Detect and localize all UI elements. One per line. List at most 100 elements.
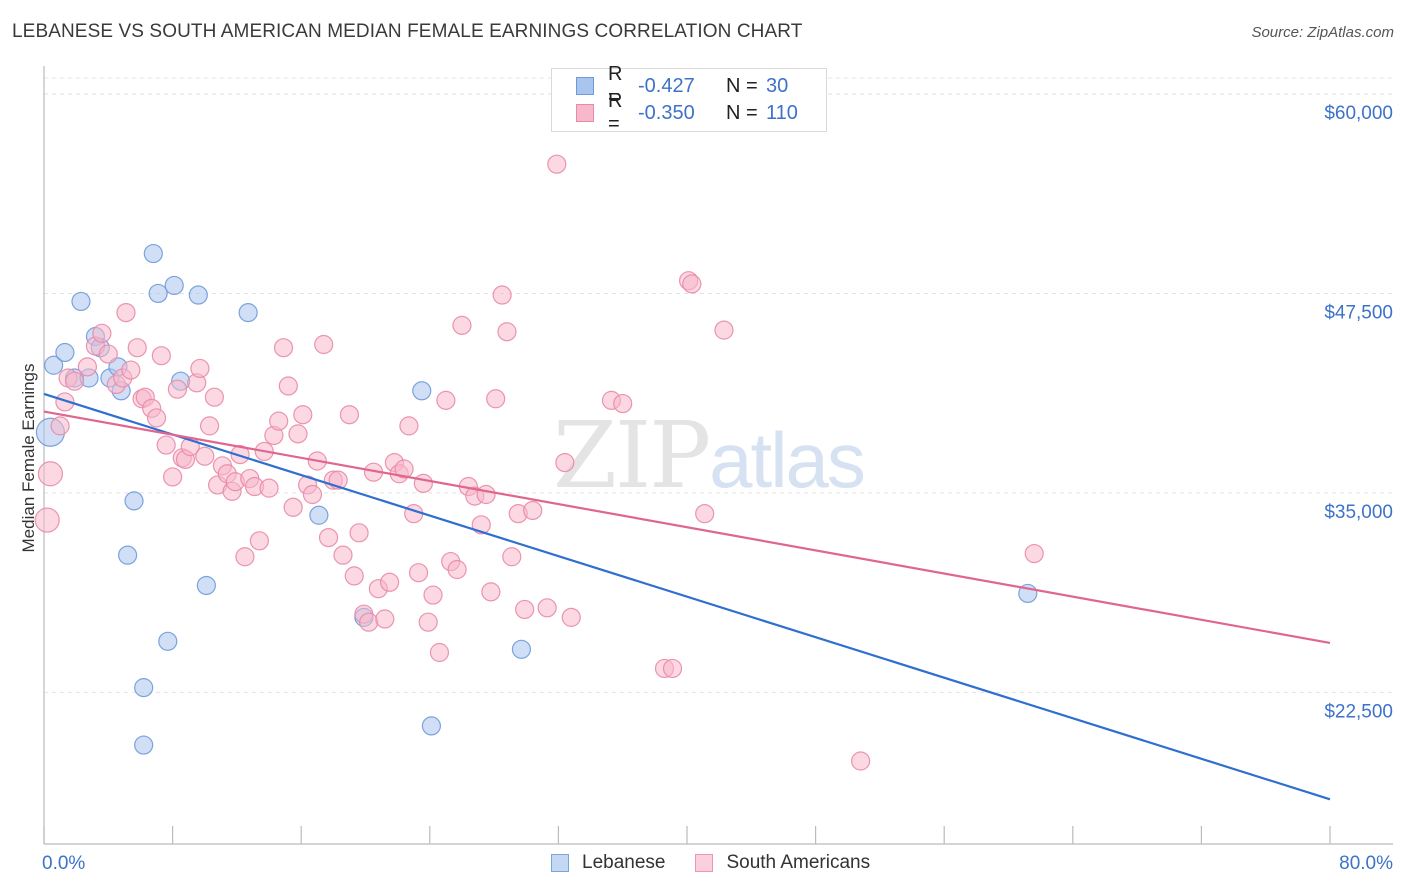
south-american-point <box>283 497 303 517</box>
south-american-point <box>288 424 308 444</box>
south-american-point <box>394 459 414 479</box>
south-american-point <box>359 612 379 632</box>
south-american-point <box>151 346 171 366</box>
y-tick-label: $35,000 <box>1324 502 1393 523</box>
y-tick-label: $47,500 <box>1324 302 1393 323</box>
south-american-point <box>423 585 443 605</box>
south-american-point <box>339 405 360 425</box>
watermark: ZIPatlas <box>553 402 866 509</box>
south-american-point <box>523 500 543 521</box>
r-value: -0.350 <box>638 101 695 124</box>
south-american-point <box>404 504 424 524</box>
n-value: 110 <box>766 101 798 124</box>
south-american-swatch <box>695 854 714 872</box>
south-american-points <box>34 154 1044 771</box>
south-american-point <box>481 582 501 602</box>
south-american-point <box>92 323 112 343</box>
south-american-point <box>714 320 734 340</box>
south-american-point <box>293 405 313 425</box>
lebanese-point <box>196 575 216 596</box>
south-american-point <box>561 607 581 627</box>
south-american-point <box>408 563 429 583</box>
south-american-point <box>199 416 220 436</box>
south-american-point <box>64 371 85 391</box>
south-american-point <box>314 334 334 355</box>
south-american-point <box>452 315 472 335</box>
lebanese-swatch <box>551 854 569 872</box>
legend-label-south-americans: South Americans <box>726 852 871 873</box>
legend-item-lebanese: Lebanese <box>551 852 665 874</box>
south-american-point <box>349 523 369 543</box>
lebanese-point <box>412 381 432 401</box>
south-american-swatch <box>576 104 594 122</box>
lebanese-point <box>164 275 184 296</box>
south-american-point <box>418 612 438 632</box>
tick-labels: $60,000 $47,500 $35,000 $22,500 <box>1324 103 1393 722</box>
south-american-point <box>273 338 294 358</box>
south-american-point <box>436 390 456 410</box>
legend-row-south-americans: R = -0.350 N = 110 <box>576 90 798 135</box>
lebanese-point <box>511 639 532 659</box>
south-american-point <box>77 357 98 377</box>
lebanese-point <box>188 285 208 305</box>
south-american-point <box>662 658 683 679</box>
lebanese-point <box>134 735 154 755</box>
south-american-point <box>537 598 557 618</box>
south-american-point <box>1024 543 1044 564</box>
lebanese-point <box>71 291 91 312</box>
r-value: -0.427 <box>638 74 695 97</box>
n-value: 30 <box>766 74 789 97</box>
south-american-point <box>230 445 250 465</box>
y-tick-label: $60,000 <box>1324 103 1393 124</box>
south-american-point <box>682 274 702 294</box>
lebanese-point <box>124 491 144 511</box>
south-american-point <box>167 379 188 399</box>
south-american-point <box>447 559 467 580</box>
south-american-point <box>37 461 64 487</box>
south-american-point <box>235 547 255 567</box>
south-american-point <box>156 435 176 455</box>
south-american-point <box>195 446 215 466</box>
south-american-point <box>190 358 210 379</box>
watermark-atlas: atlas <box>709 416 866 504</box>
lebanese-point <box>238 302 258 323</box>
south-american-point <box>492 285 512 305</box>
r-label: R = <box>608 63 623 108</box>
lebanese-trend-line <box>43 392 1331 801</box>
south-american-point <box>127 338 147 358</box>
lebanese-point <box>421 716 442 736</box>
south-american-point <box>547 154 567 174</box>
x-min-label: 0.0% <box>42 853 85 874</box>
lebanese-swatch <box>576 77 594 95</box>
y-axis-label: Median Female Earnings <box>19 364 38 553</box>
r-label: R = <box>608 90 623 135</box>
series-legend: Lebanese South Americans <box>551 852 900 874</box>
south-american-point <box>249 531 270 551</box>
n-label: N = <box>726 101 758 124</box>
south-american-point <box>116 302 136 323</box>
legend-row-lebanese: R = -0.427 N = 30 <box>576 63 789 108</box>
lebanese-point <box>44 355 64 375</box>
lebanese-point <box>55 342 75 363</box>
south-american-point <box>375 609 395 629</box>
south-american-point <box>34 507 60 533</box>
legend-item-south-americans: South Americans <box>695 852 870 874</box>
south-american-point <box>344 566 364 586</box>
south-american-point <box>399 416 419 436</box>
lebanese-point <box>117 545 138 565</box>
south-american-trend-line <box>43 410 1331 645</box>
y-tick-label: $22,500 <box>1324 701 1393 722</box>
south-american-point <box>50 416 70 436</box>
chart-source: Source: ZipAtlas.com <box>1251 24 1394 41</box>
axes <box>43 66 1393 845</box>
trend-lines <box>43 392 1331 801</box>
south-american-point <box>515 599 535 620</box>
correlation-legend: R = -0.427 N = 30 R = -0.350 N = 110 <box>551 63 827 135</box>
south-american-point <box>851 751 871 771</box>
south-american-point <box>613 393 633 414</box>
south-american-point <box>380 572 400 592</box>
south-american-point <box>146 408 167 428</box>
south-american-point <box>204 387 224 407</box>
south-american-point <box>318 527 339 548</box>
